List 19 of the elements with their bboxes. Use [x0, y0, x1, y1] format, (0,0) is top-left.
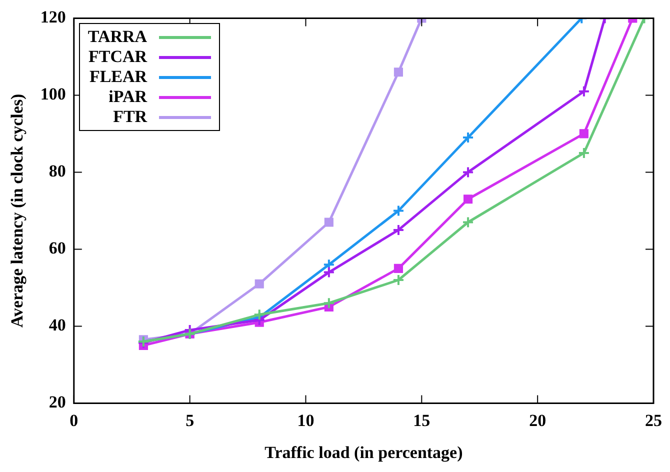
- legend-label: FTR: [113, 107, 148, 128]
- y-axis-title: Average latency (in clock cycles): [8, 94, 27, 328]
- x-tick-label: 15: [413, 410, 430, 430]
- x-tick-label: 25: [645, 410, 662, 430]
- x-tick-label: 20: [529, 410, 546, 430]
- legend-label: TARRA: [88, 27, 148, 48]
- y-tick-label: 100: [40, 84, 66, 104]
- y-tick-label: 40: [48, 316, 66, 335]
- y-tick-label: 80: [48, 162, 66, 181]
- legend-label: FLEAR: [89, 67, 148, 88]
- y-tick-label: 20: [48, 392, 66, 412]
- y-tick-label: 60: [48, 238, 66, 258]
- x-tick-label: 10: [297, 410, 314, 430]
- x-tick-label: 5: [186, 410, 194, 430]
- legend-label: iPAR: [108, 87, 148, 108]
- y-tick-label: 120: [40, 8, 66, 27]
- legend-label: FTCAR: [88, 47, 148, 68]
- x-tick-label: 0: [70, 410, 78, 430]
- x-axis-title: Traffic load (in percentage): [264, 443, 463, 462]
